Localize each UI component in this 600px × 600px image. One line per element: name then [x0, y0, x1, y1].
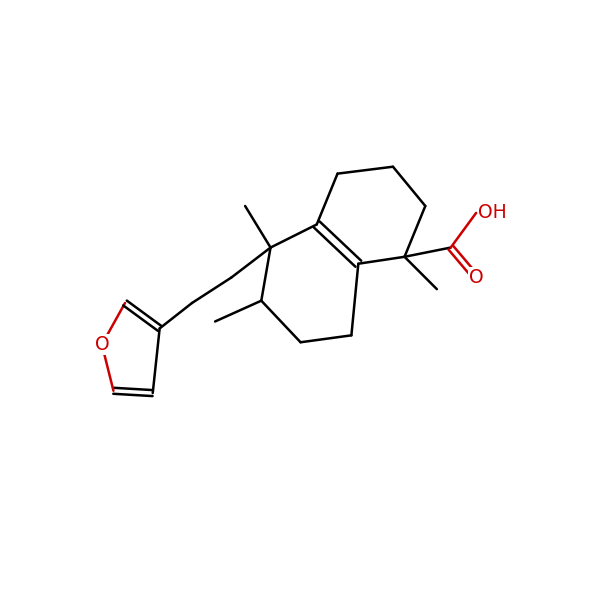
Text: OH: OH — [478, 203, 507, 223]
Text: O: O — [95, 335, 109, 354]
Text: O: O — [469, 268, 484, 287]
